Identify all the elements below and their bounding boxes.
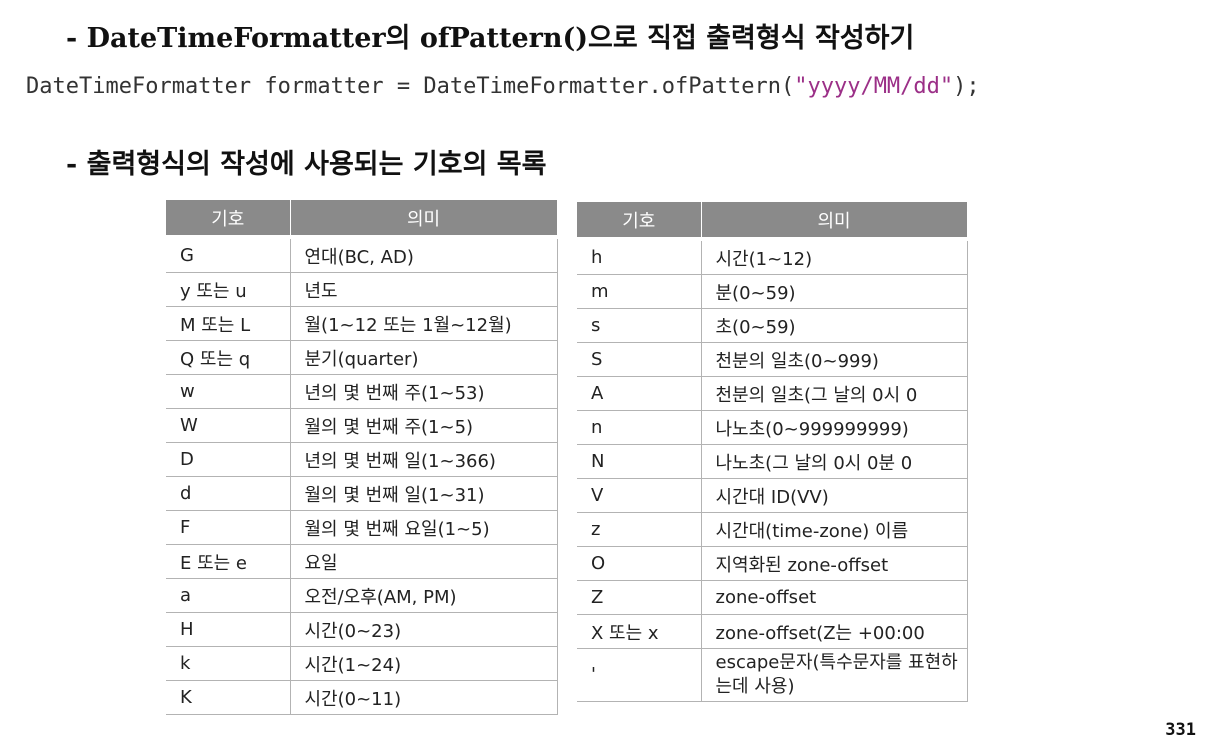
symbol-table-left: 기호 의미 G 연대(BC, AD) y 또는 u 년도 M 또는 L 월(1~12 … [166, 200, 558, 715]
table-row: a 오전/오후(AM, PM) [166, 578, 558, 613]
table-row: M 또는 L 월(1~12 또는 1월~12월) [166, 306, 558, 341]
symbol-cell: n [577, 410, 702, 445]
table-row: O 지역화된 zone-offset [577, 546, 968, 581]
table-row: E 또는 e 요일 [166, 544, 558, 579]
column-header-symbol: 기호 [166, 200, 291, 239]
meaning-cell: 월의 몇 번째 일(1~31) [290, 476, 558, 511]
table-row: h 시간(1~12) [577, 238, 968, 275]
symbol-cell: E 또는 e [166, 544, 291, 579]
symbol-cell: w [166, 374, 291, 409]
meaning-cell: 오전/오후(AM, PM) [290, 578, 558, 613]
meaning-cell: 나노초(그 날의 0시 0분 0 [701, 444, 968, 479]
table-row: F 월의 몇 번째 요일(1~5) [166, 510, 558, 545]
table-row: N 나노초(그 날의 0시 0분 0 [577, 444, 968, 479]
meaning-cell: 나노초(0~999999999) [701, 410, 968, 445]
symbol-cell: D [166, 442, 291, 477]
table-row: n 나노초(0~999999999) [577, 410, 968, 445]
table-row: s 초(0~59) [577, 308, 968, 343]
meaning-cell: 지역화된 zone-offset [701, 546, 968, 581]
table-row: X 또는 x zone-offset(Z는 +00:00 [577, 614, 968, 649]
symbol-cell: W [166, 408, 291, 443]
meaning-cell: 시간대 ID(VV) [701, 478, 968, 513]
meaning-cell: zone-offset [701, 580, 968, 615]
table-row: W 월의 몇 번째 주(1~5) [166, 408, 558, 443]
symbol-cell: S [577, 342, 702, 377]
symbol-cell: y 또는 u [166, 272, 291, 307]
symbol-cell: d [166, 476, 291, 511]
table-row: ' escape문자(특수문자를 표현하는데 사용) [577, 648, 968, 702]
code-text-after: ); [953, 74, 980, 99]
table-row: H 시간(0~23) [166, 612, 558, 647]
symbol-cell: z [577, 512, 702, 547]
table-row: K 시간(0~11) [166, 680, 558, 715]
meaning-cell: 분기(quarter) [290, 340, 558, 375]
symbol-cell: G [166, 236, 291, 273]
meaning-cell: 월(1~12 또는 1월~12월) [290, 306, 558, 341]
symbol-cell: H [166, 612, 291, 647]
table-row: k 시간(1~24) [166, 646, 558, 681]
meaning-cell: 시간(1~24) [290, 646, 558, 681]
table-row: y 또는 u 년도 [166, 272, 558, 307]
symbol-table-right: 기호 의미 h 시간(1~12) m 분(0~59) s 초(0~59) S 천분의 일… [577, 202, 968, 702]
table-row: m 분(0~59) [577, 274, 968, 309]
meaning-cell: 시간대(time-zone) 이름 [701, 512, 968, 547]
column-header-meaning: 의미 [290, 200, 558, 239]
symbol-cell: Z [577, 580, 702, 615]
page-number: 331 [1165, 720, 1196, 740]
table-row: d 월의 몇 번째 일(1~31) [166, 476, 558, 511]
table-row: z 시간대(time-zone) 이름 [577, 512, 968, 547]
meaning-cell: 연대(BC, AD) [290, 236, 558, 273]
meaning-cell: 천분의 일초(그 날의 0시 0 [701, 376, 968, 411]
meaning-cell: 시간(0~11) [290, 680, 558, 715]
heading-symbol-list: - 출력형식의 작성에 사용되는 기호의 목록 [66, 149, 547, 180]
meaning-cell: escape문자(특수문자를 표현하는데 사용) [701, 648, 968, 702]
meaning-cell: 년도 [290, 272, 558, 307]
code-line: DateTimeFormatter formatter = DateTimeFo… [26, 74, 980, 99]
meaning-cell: 초(0~59) [701, 308, 968, 343]
symbol-cell: V [577, 478, 702, 513]
meaning-cell: 시간(1~12) [701, 238, 968, 275]
column-header-symbol: 기호 [577, 202, 702, 241]
table-row: V 시간대 ID(VV) [577, 478, 968, 513]
meaning-cell: zone-offset(Z는 +00:00 [701, 614, 968, 649]
meaning-cell: 분(0~59) [701, 274, 968, 309]
code-text-before: DateTimeFormatter formatter = DateTimeFo… [26, 74, 795, 99]
symbol-cell: K [166, 680, 291, 715]
symbol-cell: X 또는 x [577, 614, 702, 649]
meaning-cell: 시간(0~23) [290, 612, 558, 647]
symbol-cell: m [577, 274, 702, 309]
symbol-cell: h [577, 238, 702, 275]
meaning-cell: 천분의 일초(0~999) [701, 342, 968, 377]
symbol-cell: a [166, 578, 291, 613]
table-row: w 년의 몇 번째 주(1~53) [166, 374, 558, 409]
meaning-cell: 년의 몇 번째 주(1~53) [290, 374, 558, 409]
heading-ofpattern: - DateTimeFormatter의 ofPattern()으로 직접 출력… [66, 23, 915, 54]
symbol-cell: N [577, 444, 702, 479]
code-string-literal: "yyyy/MM/dd" [794, 74, 954, 99]
symbol-cell: k [166, 646, 291, 681]
table-row: D 년의 몇 번째 일(1~366) [166, 442, 558, 477]
symbol-cell: F [166, 510, 291, 545]
column-header-meaning: 의미 [701, 202, 968, 241]
table-row: A 천분의 일초(그 날의 0시 0 [577, 376, 968, 411]
symbol-cell: Q 또는 q [166, 340, 291, 375]
table-row: G 연대(BC, AD) [166, 236, 558, 273]
meaning-cell: 요일 [290, 544, 558, 579]
symbol-cell: s [577, 308, 702, 343]
symbol-cell: O [577, 546, 702, 581]
symbol-cell: ' [577, 648, 702, 702]
meaning-cell: 월의 몇 번째 주(1~5) [290, 408, 558, 443]
meaning-cell: 월의 몇 번째 요일(1~5) [290, 510, 558, 545]
table-row: Q 또는 q 분기(quarter) [166, 340, 558, 375]
table-row: S 천분의 일초(0~999) [577, 342, 968, 377]
symbol-cell: A [577, 376, 702, 411]
meaning-cell: 년의 몇 번째 일(1~366) [290, 442, 558, 477]
symbol-cell: M 또는 L [166, 306, 291, 341]
